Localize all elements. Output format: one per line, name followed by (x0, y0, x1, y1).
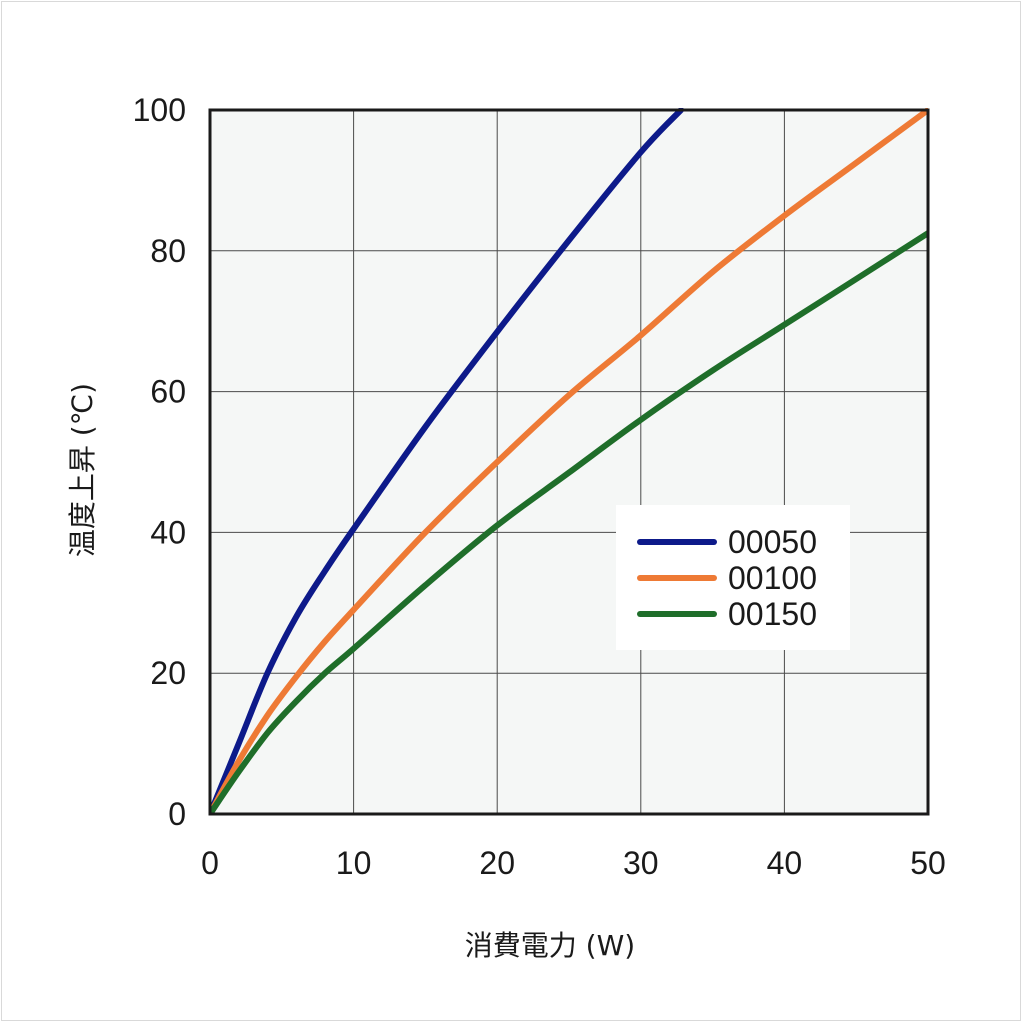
x-tick-label: 30 (623, 845, 659, 881)
x-axis-label: 消費電力 (W) (465, 929, 635, 962)
y-axis-ticks: 0 20 40 60 80 100 (133, 92, 186, 832)
legend-label: 00100 (728, 560, 817, 596)
series-lines (210, 108, 928, 814)
plot-border (208, 108, 930, 816)
x-axis-ticks: 0 10 20 30 40 50 (201, 845, 946, 881)
y-tick-label: 20 (150, 655, 186, 691)
x-tick-label: 20 (479, 845, 515, 881)
legend-label: 00050 (728, 524, 817, 560)
x-tick-label: 50 (910, 845, 946, 881)
x-tick-label: 0 (201, 845, 219, 881)
y-tick-label: 100 (133, 92, 186, 128)
y-tick-label: 0 (168, 796, 186, 832)
y-axis-label: 温度上昇 (℃) (66, 383, 99, 557)
series-line-00050 (210, 108, 684, 814)
plot-area (210, 110, 928, 814)
grid-lines (210, 110, 928, 814)
y-tick-label: 80 (150, 233, 186, 269)
y-tick-label: 40 (150, 514, 186, 550)
x-tick-label: 10 (336, 845, 372, 881)
series-line-00100 (210, 108, 928, 814)
legend-label: 00150 (728, 596, 817, 632)
y-tick-label: 60 (150, 374, 186, 410)
series-line-00150 (210, 230, 928, 814)
x-tick-label: 40 (767, 845, 803, 881)
